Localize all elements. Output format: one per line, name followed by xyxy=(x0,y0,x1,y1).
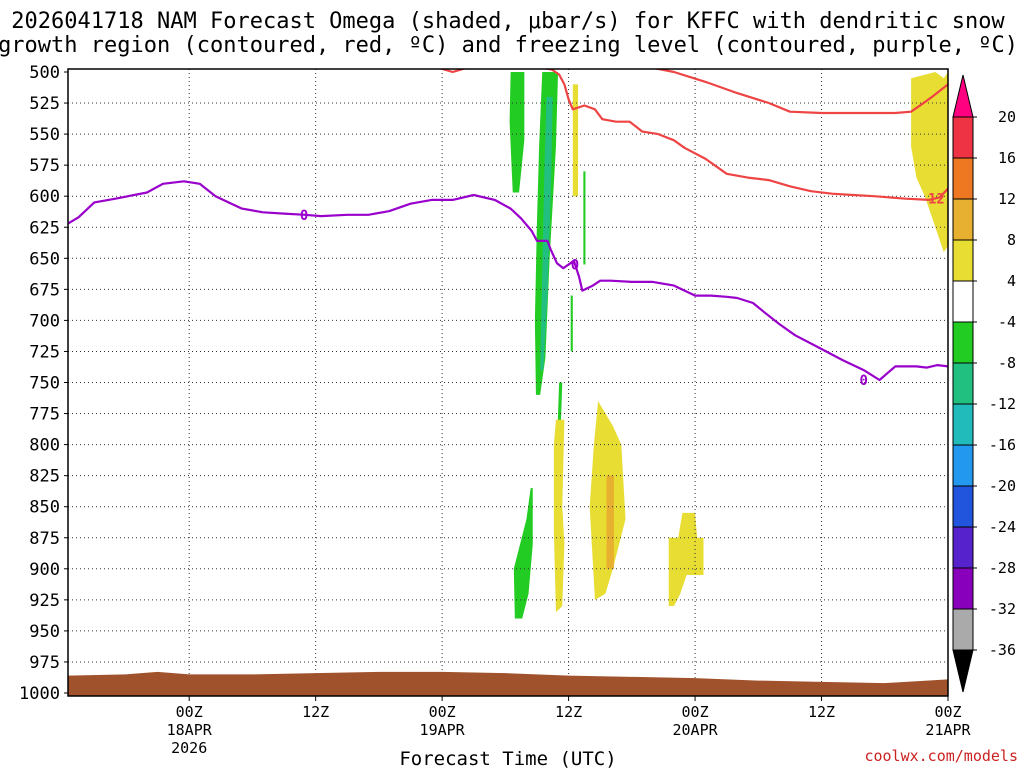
colorbar-label-6: -8 xyxy=(998,354,1016,372)
gridlines xyxy=(68,69,949,696)
x-tick-label-42: 12Z xyxy=(555,703,582,721)
omega-region-3 xyxy=(583,171,586,265)
x-tick-label-78: 00Z xyxy=(934,703,961,721)
contour-dgz-lower xyxy=(652,69,948,115)
credit-text: coolwx.com/models xyxy=(864,747,1018,765)
x-tick-label-18: 12Z xyxy=(302,703,329,721)
colorbar-bin-3 xyxy=(952,239,974,282)
omega-region-7 xyxy=(572,84,579,197)
chart-title-line2: growth region (contoured, red, ºC) and f… xyxy=(0,33,1018,58)
omega-region-10 xyxy=(606,475,614,569)
colorbar-label-8: -16 xyxy=(989,436,1016,454)
x-tick-label-6: 00Z xyxy=(176,703,203,721)
x-tick-date-78: 21APR xyxy=(925,721,971,739)
colorbar-label-10: -24 xyxy=(989,518,1016,536)
shaded-regions xyxy=(509,72,948,619)
omega-region-0 xyxy=(509,72,525,193)
colorbar-bin-11 xyxy=(952,567,974,610)
x-axis-label: Forecast Time (UTC) xyxy=(399,748,616,768)
colorbar-bin-10 xyxy=(952,526,974,569)
y-axis-ticks: 500 525 550 575 600 625 650 675 700 725 750 775 800 8… xyxy=(19,63,68,704)
surface-fill xyxy=(68,671,948,696)
y-tick-label-525: 525 xyxy=(29,94,60,114)
omega-region-4 xyxy=(570,295,573,352)
y-tick-label-925: 925 xyxy=(29,591,60,611)
colorbar-label-9: -20 xyxy=(989,477,1016,495)
colorbar-bin-6 xyxy=(952,362,974,405)
contour-dgz-upper xyxy=(438,69,948,201)
y-tick-label-875: 875 xyxy=(29,529,60,549)
y-tick-label-825: 825 xyxy=(29,467,60,487)
colorbar-bin-0 xyxy=(952,116,974,159)
colorbar-bin-12 xyxy=(952,608,974,651)
colorbar-bin-1 xyxy=(952,157,974,200)
y-tick-label-575: 575 xyxy=(29,156,60,176)
y-tick-label-725: 725 xyxy=(29,342,60,362)
colorbar-label-12: -32 xyxy=(989,600,1016,618)
y-tick-label-900: 900 xyxy=(29,560,60,580)
colorbar-bin-7 xyxy=(952,403,974,446)
y-tick-label-650: 650 xyxy=(29,249,60,269)
contour-label-freezing-level-1: 0 xyxy=(571,258,579,274)
colorbar-label-11: -28 xyxy=(989,559,1016,577)
surface-terrain xyxy=(68,671,948,696)
y-tick-label-625: 625 xyxy=(29,218,60,238)
colorbar-bin-5 xyxy=(952,321,974,364)
colorbar-top-triangle xyxy=(952,74,974,118)
contour-label-freezing-level-2: 0 xyxy=(859,373,867,389)
omega-region-6 xyxy=(513,488,533,619)
x-tick-label-30: 00Z xyxy=(429,703,456,721)
y-tick-label-800: 800 xyxy=(29,436,60,456)
y-tick-label-850: 850 xyxy=(29,498,60,518)
colorbar-label-13: -36 xyxy=(989,641,1016,659)
colorbar-label-4: 4 xyxy=(1007,272,1016,290)
y-tick-label-600: 600 xyxy=(29,187,60,207)
colorbar-bin-2 xyxy=(952,198,974,241)
colorbar-bin-9 xyxy=(952,485,974,528)
colorbar-bottom-triangle xyxy=(952,649,974,693)
colorbar-label-1: 16 xyxy=(998,149,1016,167)
y-tick-label-950: 950 xyxy=(29,622,60,642)
y-tick-label-500: 500 xyxy=(29,63,60,83)
x-tick-date-30: 19APR xyxy=(420,721,466,739)
x-tick-date-6: 18APR xyxy=(167,721,213,739)
chart-title-line1: 2026041718 NAM Forecast Omega (shaded, μ… xyxy=(11,9,1005,34)
colorbar-label-3: 8 xyxy=(1007,231,1016,249)
x-tick-label-54: 00Z xyxy=(682,703,709,721)
x-tick-year-6: 2026 xyxy=(171,739,207,757)
omega-region-8 xyxy=(553,419,565,613)
y-tick-label-775: 775 xyxy=(29,405,60,425)
colorbar-label-7: -12 xyxy=(989,395,1016,413)
x-tick-label-66: 12Z xyxy=(808,703,835,721)
colorbar-label-0: 20 xyxy=(998,108,1016,126)
omega-region-2 xyxy=(540,96,553,371)
colorbar: 20 16 12 8 4 -4 -8 -12 -16 -20 -24 -28 -32 -36 xyxy=(952,74,1016,693)
x-tick-date-54: 20APR xyxy=(672,721,718,739)
colorbar-label-5: -4 xyxy=(998,313,1016,331)
contour-label-freezing-level-0: 0 xyxy=(300,208,308,224)
contour-freezing-level xyxy=(68,180,948,382)
y-tick-label-975: 975 xyxy=(29,653,60,673)
y-tick-label-750: 750 xyxy=(29,374,60,394)
omega-region-12 xyxy=(911,72,948,253)
contours: 0 0 0 -12 xyxy=(68,69,948,389)
contour-label-dgz-upper-0: -12 xyxy=(920,192,945,208)
y-tick-label-1000: 1000 xyxy=(19,684,60,704)
y-tick-label-700: 700 xyxy=(29,311,60,331)
colorbar-bin-4 xyxy=(952,280,974,323)
colorbar-label-2: 12 xyxy=(998,190,1016,208)
y-tick-label-550: 550 xyxy=(29,125,60,145)
colorbar-bin-8 xyxy=(952,444,974,487)
y-tick-label-675: 675 xyxy=(29,280,60,300)
omega-region-11 xyxy=(668,512,704,607)
